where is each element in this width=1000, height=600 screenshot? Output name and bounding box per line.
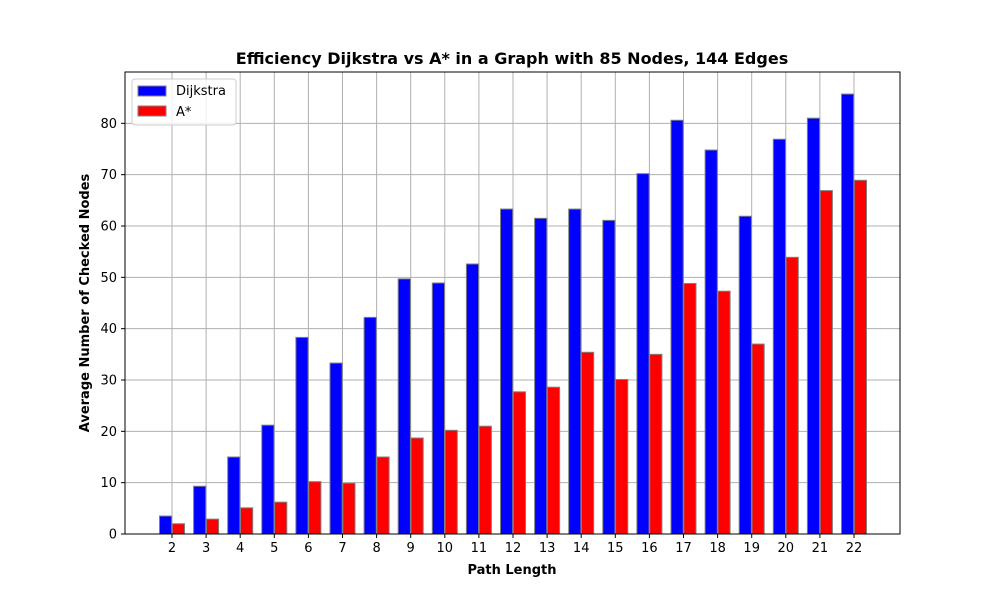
bar-astar (478, 425, 492, 535)
bar-dijkstra (602, 219, 616, 535)
x-tick-label: 22 (846, 541, 863, 556)
bar-dijkstra (193, 485, 207, 535)
bar-astar (649, 353, 663, 535)
legend: Dijkstra A* (131, 78, 237, 126)
legend-label-astar: A* (176, 105, 192, 120)
y-axis-ticks: 0 10 20 30 40 50 60 70 80 (100, 117, 125, 543)
bar-dijkstra (431, 282, 445, 535)
bar-astar (615, 378, 629, 535)
bar-dijkstra (465, 263, 480, 535)
x-tick-label: 6 (304, 541, 312, 556)
x-tick-label: 7 (338, 541, 346, 556)
y-tick-label: 10 (100, 476, 117, 491)
x-tick-label: 5 (270, 541, 278, 556)
bar-astar (581, 351, 595, 535)
x-tick-label: 3 (202, 541, 210, 556)
y-axis-label: Average Number of Checked Nodes (78, 173, 93, 432)
y-tick-label: 70 (100, 168, 117, 183)
bar-dijkstra (534, 217, 548, 535)
x-tick-label: 10 (437, 541, 454, 556)
bar-dijkstra (329, 362, 343, 535)
x-tick-label: 16 (641, 541, 658, 556)
x-tick-label: 9 (407, 541, 415, 556)
bar-astar (342, 482, 356, 535)
bar-dijkstra (704, 149, 718, 535)
x-axis-label: Path Length (467, 563, 556, 578)
bar-dijkstra (363, 316, 377, 535)
legend-swatch-astar (137, 105, 167, 117)
x-tick-label: 20 (778, 541, 795, 556)
bar-astar (444, 429, 458, 535)
bar-astar (171, 523, 186, 535)
legend-label-dijkstra: Dijkstra (176, 84, 226, 99)
x-tick-label: 21 (812, 541, 829, 556)
bar-astar (751, 343, 765, 535)
bar-astar (376, 456, 390, 535)
bar-astar (410, 437, 424, 535)
bar-astar (819, 190, 833, 535)
bar-dijkstra (295, 336, 309, 535)
x-tick-label: 13 (539, 541, 556, 556)
chart-title: Efficiency Dijkstra vs A* in a Graph wit… (236, 49, 788, 68)
bar-astar (512, 391, 526, 535)
x-tick-label: 14 (573, 541, 590, 556)
x-tick-label: 4 (236, 541, 244, 556)
legend-swatch-dijkstra (137, 85, 167, 97)
bar-dijkstra (636, 173, 650, 535)
bar-dijkstra (568, 208, 582, 535)
x-tick-label: 11 (471, 541, 488, 556)
bar-dijkstra (806, 117, 821, 535)
y-tick-label: 0 (109, 528, 117, 543)
x-tick-label: 12 (505, 541, 522, 556)
bar-astar (546, 386, 561, 535)
bar-astar (274, 501, 288, 535)
x-tick-label: 8 (372, 541, 380, 556)
bar-astar (240, 507, 254, 535)
y-tick-label: 50 (100, 271, 117, 286)
y-tick-label: 80 (100, 117, 117, 132)
x-tick-label: 15 (607, 541, 624, 556)
bar-astar (853, 179, 867, 535)
y-tick-label: 30 (100, 374, 117, 389)
x-axis-ticks: 2 3 4 5 6 7 8 9 10 11 12 13 14 15 16 17 18 19 20 21 22 (168, 534, 862, 556)
bars (159, 93, 867, 535)
bar-astar (717, 290, 731, 535)
x-tick-label: 2 (168, 541, 176, 556)
y-tick-label: 20 (100, 425, 117, 440)
bar-dijkstra (738, 215, 752, 535)
x-tick-label: 17 (675, 541, 692, 556)
bar-dijkstra (772, 138, 786, 535)
y-tick-label: 60 (100, 220, 117, 235)
bar-dijkstra (227, 456, 241, 535)
bar-dijkstra (670, 119, 684, 535)
bar-dijkstra (500, 208, 514, 535)
bar-astar (683, 282, 697, 535)
bar-dijkstra (841, 93, 855, 535)
bar-astar (308, 481, 322, 535)
bar-astar (205, 518, 220, 535)
bar-dijkstra (397, 278, 411, 535)
x-tick-label: 18 (709, 541, 726, 556)
y-tick-label: 40 (100, 322, 117, 337)
x-tick-label: 19 (743, 541, 760, 556)
bar-dijkstra (261, 424, 275, 535)
bar-dijkstra (159, 515, 173, 535)
bar-astar (785, 256, 799, 535)
